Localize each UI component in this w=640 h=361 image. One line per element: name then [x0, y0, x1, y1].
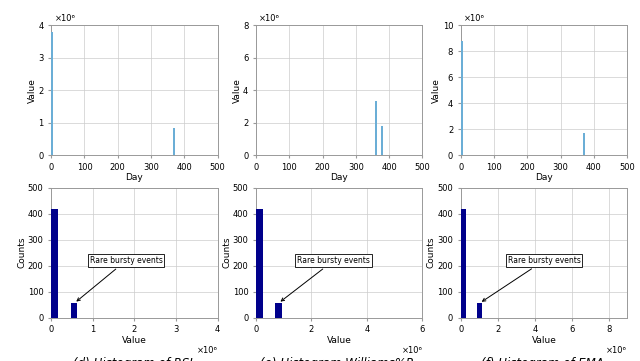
X-axis label: Day: Day — [330, 173, 348, 182]
Bar — [256, 209, 262, 318]
X-axis label: Value: Value — [122, 336, 147, 345]
Bar — [376, 101, 378, 155]
X-axis label: Day: Day — [125, 173, 143, 182]
Y-axis label: Counts: Counts — [17, 237, 26, 269]
Text: Rare bursty events: Rare bursty events — [483, 256, 580, 301]
Text: (e) Histogram Williams%R.: (e) Histogram Williams%R. — [260, 357, 418, 361]
Bar — [477, 303, 482, 318]
Text: ×10⁶: ×10⁶ — [54, 14, 76, 23]
Bar — [173, 128, 175, 155]
Bar — [51, 32, 53, 155]
Y-axis label: Value: Value — [28, 78, 36, 103]
Text: (d) Histogram of RSI.: (d) Histogram of RSI. — [73, 357, 196, 361]
Text: Rare bursty events: Rare bursty events — [281, 256, 370, 301]
Bar — [71, 303, 77, 318]
X-axis label: Day: Day — [535, 173, 553, 182]
Y-axis label: Counts: Counts — [427, 237, 436, 269]
Bar — [51, 209, 58, 318]
Bar — [583, 133, 585, 155]
Bar — [275, 303, 282, 318]
X-axis label: Value: Value — [327, 336, 351, 345]
Text: ×10⁶: ×10⁶ — [464, 14, 485, 23]
Y-axis label: Value: Value — [232, 78, 241, 103]
Bar — [461, 209, 467, 318]
Text: (c) Time series of EMA.: (c) Time series of EMA. — [476, 194, 612, 207]
Text: ×10⁶: ×10⁶ — [259, 14, 280, 23]
Text: (b) Time series Williams%R.: (b) Time series Williams%R. — [257, 194, 422, 207]
X-axis label: Value: Value — [532, 336, 556, 345]
Text: ×10⁶: ×10⁶ — [401, 346, 422, 355]
Text: Rare bursty events: Rare bursty events — [77, 256, 163, 301]
Text: ×10⁶: ×10⁶ — [606, 346, 627, 355]
Bar — [381, 126, 383, 155]
Bar — [461, 41, 463, 155]
Text: (a) Time series of RSI.: (a) Time series of RSI. — [70, 194, 199, 207]
Text: (f) Histogram of EMA.: (f) Histogram of EMA. — [481, 357, 607, 361]
Text: ×10⁶: ×10⁶ — [196, 346, 218, 355]
Y-axis label: Value: Value — [432, 78, 441, 103]
Y-axis label: Counts: Counts — [222, 237, 231, 269]
